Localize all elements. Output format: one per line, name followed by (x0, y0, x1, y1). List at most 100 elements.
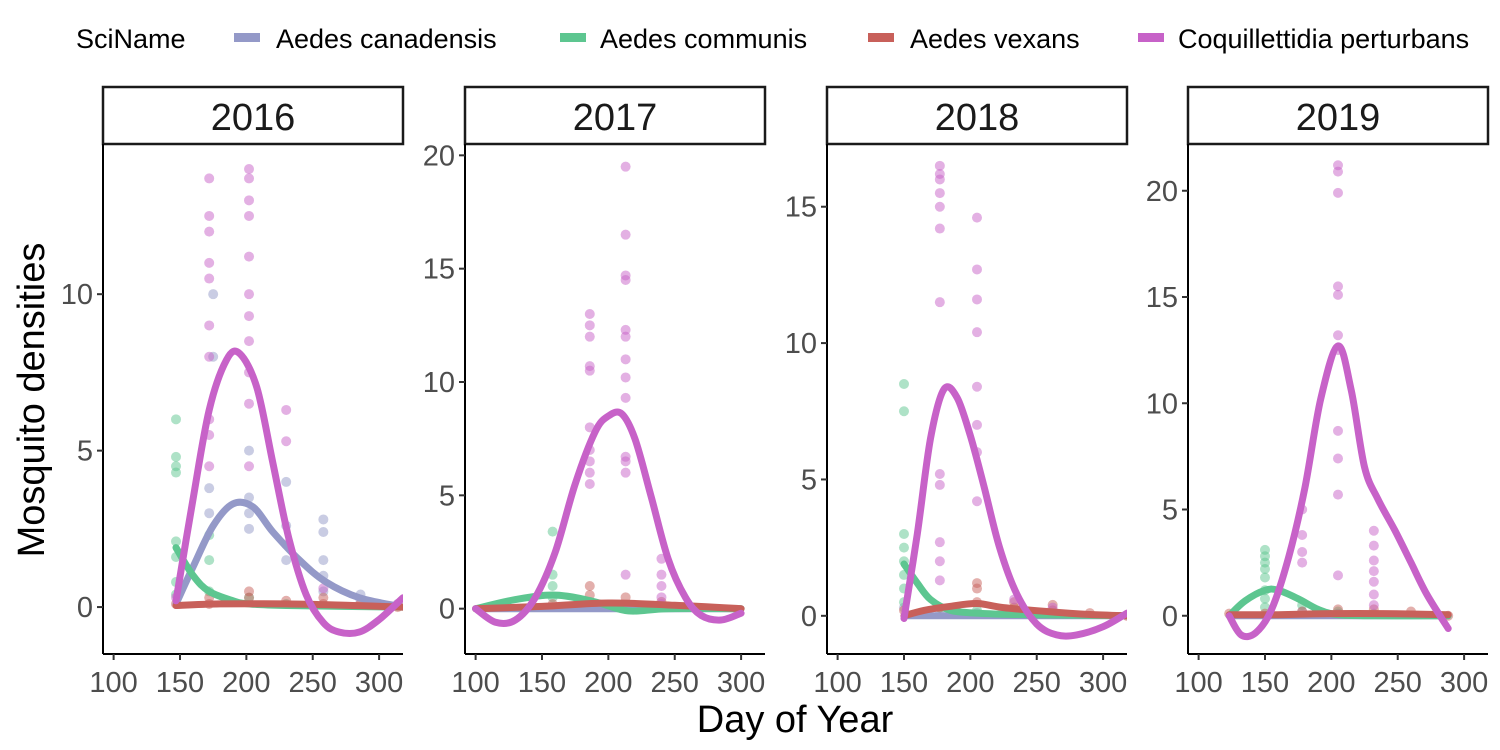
x-tick-label: 300 (355, 667, 403, 699)
point-coquillettidia-perturbans (972, 264, 982, 275)
point-coquillettidia-perturbans (1333, 570, 1343, 581)
point-coquillettidia-perturbans (972, 327, 982, 338)
point-coquillettidia-perturbans (620, 392, 631, 403)
point-coquillettidia-perturbans (620, 354, 631, 365)
facet-strip (825, 85, 1129, 146)
point-coquillettidia-perturbans (934, 160, 945, 171)
y-tick-label: 10 (785, 328, 817, 360)
y-axis-title: Mosquito densities (11, 243, 53, 558)
point-coquillettidia-perturbans (584, 309, 595, 319)
facet-strip (463, 85, 767, 146)
point-coquillettidia-perturbans (204, 257, 215, 268)
point-coquillettidia-perturbans (244, 311, 255, 322)
point-aedes-canadensis (244, 508, 255, 519)
point-coquillettidia-perturbans (620, 229, 631, 240)
point-coquillettidia-perturbans (1333, 289, 1343, 300)
panel-2016: 2016 0 5 10 100 150 200 250 300 (61, 85, 405, 699)
point-coquillettidia-perturbans (1368, 600, 1379, 611)
point-coquillettidia-perturbans (1368, 540, 1379, 551)
point-coquillettidia-perturbans (584, 331, 595, 342)
plot-area (898, 160, 1127, 640)
x-tick-label: 200 (1307, 667, 1355, 699)
y-tick-label: 5 (801, 464, 817, 496)
plot-area (472, 161, 745, 628)
point-coquillettidia-perturbans (204, 273, 215, 284)
point-coquillettidia-perturbans (1333, 281, 1343, 292)
point-coquillettidia-perturbans (1368, 525, 1379, 536)
point-coquillettidia-perturbans (584, 467, 595, 478)
smooth-line-aedes-vexans (472, 599, 745, 613)
x-tick-label: 100 (451, 667, 499, 699)
point-coquillettidia-perturbans (972, 294, 982, 305)
point-coquillettidia-perturbans (934, 223, 945, 234)
smooth-line-aedes-vexans (1225, 609, 1452, 619)
point-coquillettidia-perturbans (244, 251, 255, 262)
point-coquillettidia-perturbans (584, 365, 595, 376)
x-tick-label: 150 (880, 667, 928, 699)
point-coquillettidia-perturbans (1297, 530, 1308, 540)
point-coquillettidia-perturbans (620, 467, 631, 478)
point-coquillettidia-perturbans (972, 212, 982, 223)
point-aedes-communis (204, 555, 215, 566)
smooth-line-coquillettidia-perturbans (172, 347, 403, 637)
x-tick-label: 200 (584, 667, 632, 699)
x-tick-label: 100 (89, 667, 137, 699)
legend-label-coquillettidia-perturbans: Coquillettidia perturbans (1178, 24, 1469, 54)
point-aedes-communis (1259, 572, 1270, 583)
legend-label-aedes-vexans: Aedes vexans (910, 24, 1080, 54)
point-aedes-communis (547, 526, 558, 537)
y-tick-label: 0 (77, 592, 93, 624)
x-tick-label: 150 (1241, 667, 1289, 699)
legend-label-aedes-canadensis: Aedes canadensis (276, 24, 497, 54)
point-coquillettidia-perturbans (620, 275, 631, 285)
point-aedes-communis (898, 529, 909, 539)
point-coquillettidia-perturbans (620, 456, 631, 467)
smooth-line-aedes-vexans (900, 599, 1127, 620)
point-coquillettidia-perturbans (1333, 187, 1343, 198)
point-aedes-canadensis (318, 555, 329, 566)
point-aedes-canadensis (318, 526, 329, 537)
x-tick-label: 250 (651, 667, 699, 699)
point-coquillettidia-perturbans (244, 173, 255, 184)
panel-2018: 2018 0 5 10 15 100 150 200 250 300 (785, 85, 1129, 699)
smooth-line-coquillettidia-perturbans (472, 408, 745, 628)
point-coquillettidia-perturbans (1333, 425, 1343, 436)
point-coquillettidia-perturbans (244, 210, 255, 221)
point-aedes-communis (898, 379, 909, 389)
y-tick-label: 20 (1146, 176, 1178, 208)
x-tick-label: 150 (518, 667, 566, 699)
point-coquillettidia-perturbans (972, 496, 982, 507)
x-tick-label: 200 (946, 667, 994, 699)
point-coquillettidia-perturbans (934, 575, 945, 586)
point-aedes-communis (171, 467, 182, 478)
legend-key-coquillettidia-perturbans (1138, 33, 1164, 42)
facet-strip (101, 85, 405, 146)
y-tick-label: 5 (1162, 495, 1178, 527)
point-coquillettidia-perturbans (1368, 555, 1379, 566)
point-coquillettidia-perturbans (656, 569, 667, 580)
point-coquillettidia-perturbans (1333, 330, 1343, 341)
point-coquillettidia-perturbans (204, 210, 215, 221)
legend: SciName Aedes canadensis Aedes communis Ae… (76, 24, 1469, 54)
point-coquillettidia-perturbans (934, 556, 945, 567)
smooth-line-aedes-vexans (172, 600, 403, 611)
point-coquillettidia-perturbans (934, 469, 945, 479)
x-tick-label: 250 (1013, 667, 1061, 699)
y-tick-label: 0 (439, 594, 455, 626)
legend-key-aedes-communis (560, 33, 586, 42)
point-coquillettidia-perturbans (972, 381, 982, 392)
point-coquillettidia-perturbans (620, 161, 631, 172)
x-tick-label: 100 (813, 667, 861, 699)
x-axis-title: Day of Year (697, 699, 894, 741)
point-aedes-canadensis (204, 508, 215, 519)
y-tick-label: 10 (61, 279, 93, 311)
point-coquillettidia-perturbans (1368, 576, 1379, 587)
smooth-line-coquillettidia-perturbans (900, 383, 1127, 640)
point-coquillettidia-perturbans (1333, 453, 1343, 464)
point-aedes-canadensis (281, 476, 292, 487)
y-tick-label: 5 (77, 436, 93, 468)
smooth-line-coquillettidia-perturbans (1225, 342, 1452, 641)
x-tick-label: 200 (222, 667, 270, 699)
